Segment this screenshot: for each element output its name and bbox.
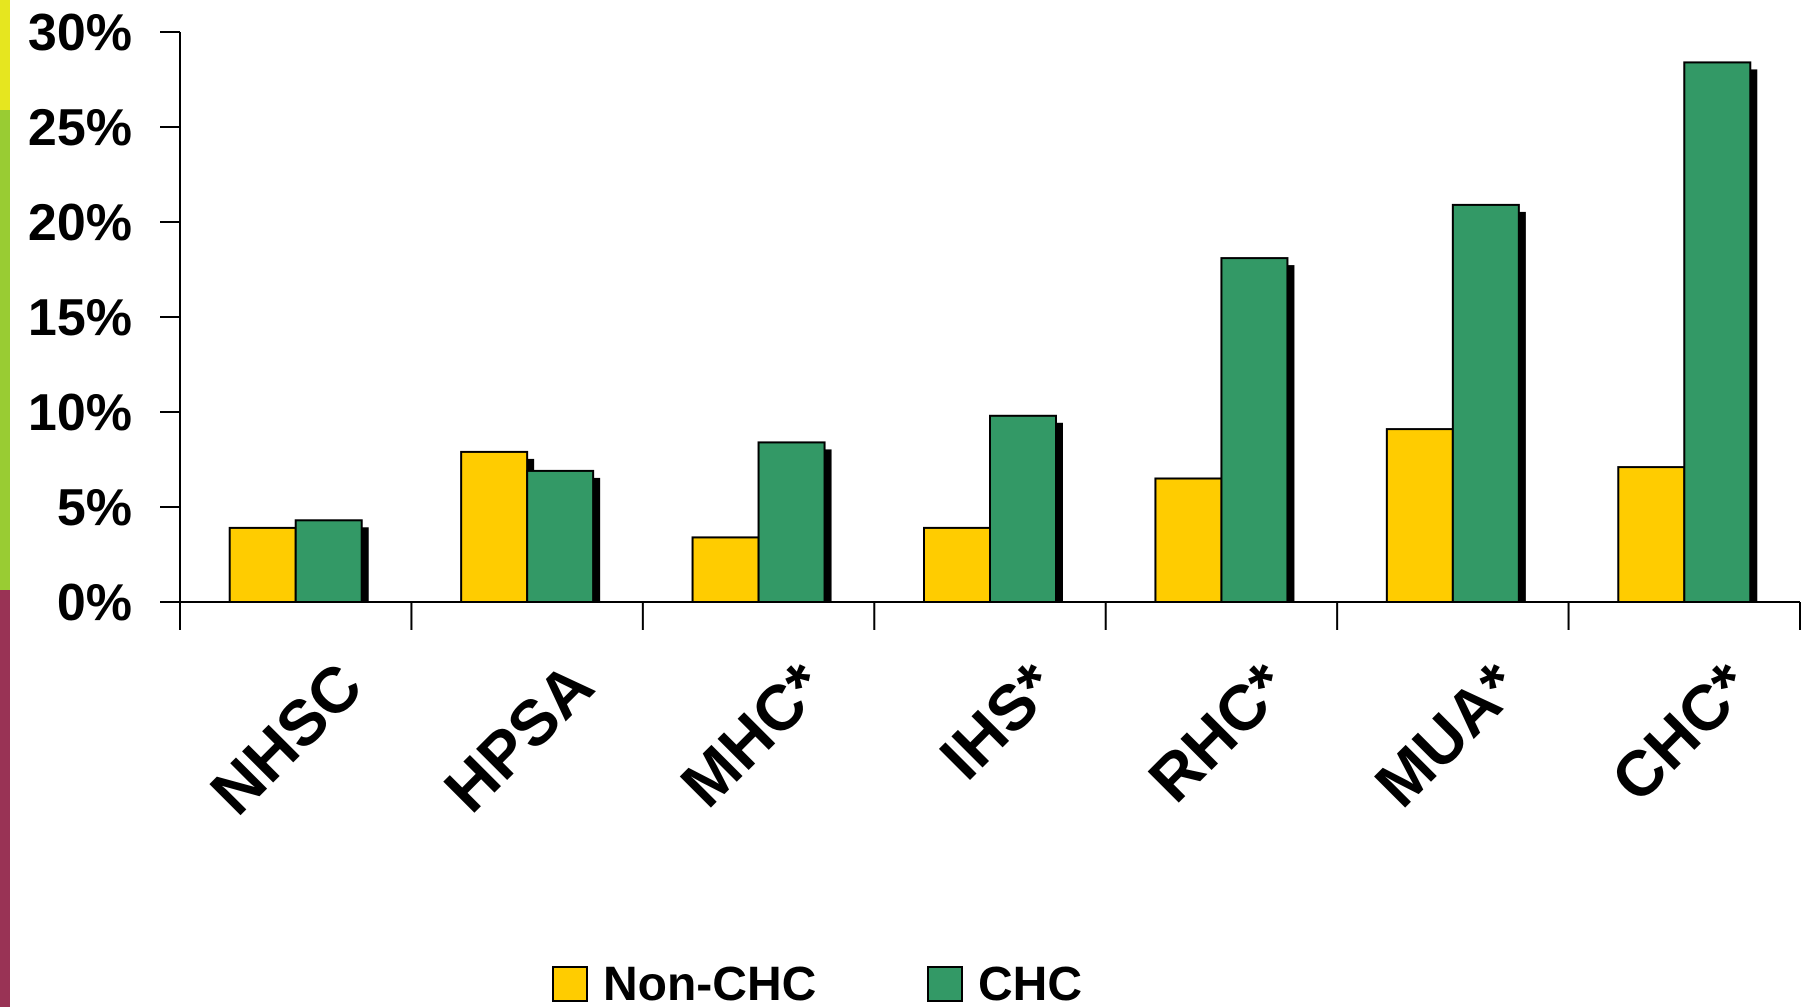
bar-chc-rhc xyxy=(1220,257,1289,603)
bar-non-chc-hpsa xyxy=(460,450,529,603)
y-tick-label: 15% xyxy=(28,289,132,347)
bar-non-chc-mhc xyxy=(691,536,760,604)
y-tick-labels: 0% 5% 10% 15% 20% 25% 30% xyxy=(28,4,132,632)
y-tick-label: 25% xyxy=(28,99,132,157)
decor-stripe-green xyxy=(0,110,10,590)
y-tick-label: 10% xyxy=(28,384,132,442)
bar-non-chc-nhsc xyxy=(228,526,297,604)
legend-swatch-chc xyxy=(927,966,963,1002)
y-tick-label: 0% xyxy=(57,574,132,632)
bar-chc-nhsc xyxy=(294,519,363,603)
left-decor-stripe xyxy=(0,0,10,1007)
legend-label: Non-CHC xyxy=(603,958,816,1007)
legend: Non-CHC CHC xyxy=(552,958,1082,1007)
category-label: MHC* xyxy=(667,649,839,821)
y-tick-label: 5% xyxy=(57,479,132,537)
bar-non-chc-chc xyxy=(1617,466,1686,603)
bar-chc-chc xyxy=(1683,61,1752,603)
bar-chc-mua xyxy=(1451,203,1520,603)
bar-chc-mhc xyxy=(757,441,826,603)
bar-non-chc-ihs xyxy=(923,526,991,604)
category-label: MUA* xyxy=(1361,649,1533,821)
bars xyxy=(228,61,1758,604)
legend-label: CHC xyxy=(978,958,1082,1007)
category-label: CHC* xyxy=(1598,649,1765,816)
bar-chc-hpsa xyxy=(526,469,595,603)
bar-non-chc-rhc xyxy=(1154,477,1223,603)
legend-swatch-non-chc xyxy=(552,966,588,1002)
axes xyxy=(160,31,1801,630)
bar-chc-ihs xyxy=(989,414,1057,603)
bar-non-chc-mua xyxy=(1385,428,1454,603)
category-label: NHSC xyxy=(196,649,375,828)
decor-stripe-maroon xyxy=(0,590,10,1007)
y-tick-label: 30% xyxy=(28,4,132,62)
category-label: IHS* xyxy=(926,649,1070,793)
category-label: RHC* xyxy=(1135,649,1302,816)
decor-stripe-yellow xyxy=(0,0,10,110)
category-labels: NHSC HPSA MHC* IHS* RHC* MUA* CHC* xyxy=(196,649,1764,828)
y-tick-label: 20% xyxy=(28,194,132,252)
category-label: HPSA xyxy=(430,649,607,826)
